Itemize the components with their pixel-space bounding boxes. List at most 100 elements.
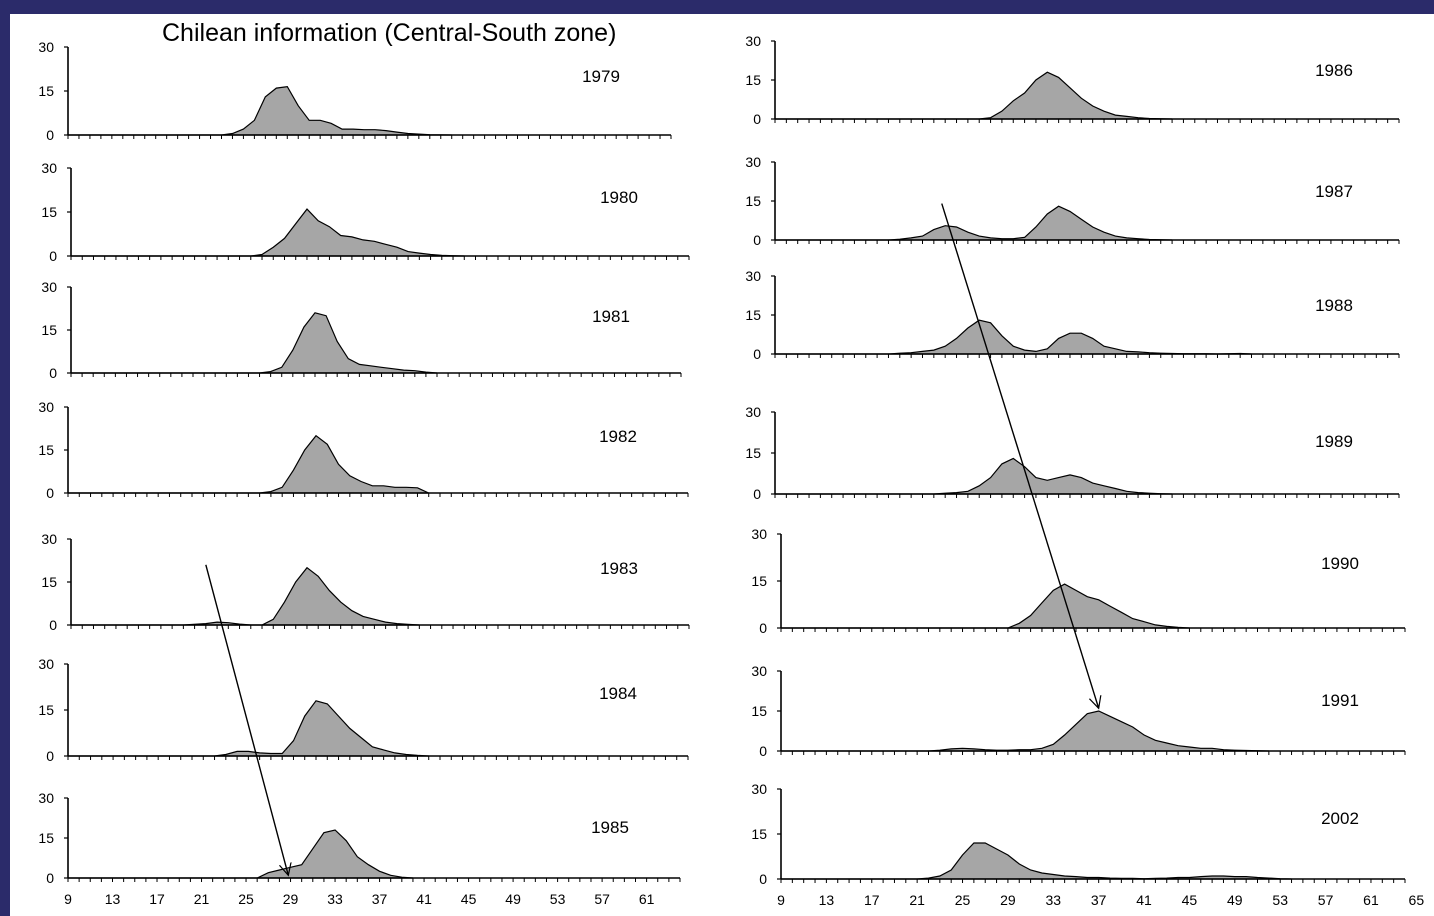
- x-tick-label: 21: [194, 891, 210, 907]
- panel-1991: 0 15 30 1991: [751, 663, 1406, 759]
- x-tick-label: 65: [1409, 892, 1425, 908]
- x-tick-label: 57: [594, 891, 610, 907]
- panel-year-label: 1991: [1321, 691, 1359, 710]
- x-tick-label: 53: [1272, 892, 1288, 908]
- y-tick-label: 15: [41, 204, 57, 220]
- y-tick-label: 15: [38, 442, 54, 458]
- x-tick-label: 37: [372, 891, 388, 907]
- y-tick-label: 15: [41, 574, 57, 590]
- x-tick-label: 49: [1227, 892, 1243, 908]
- panel-1985: 0 15 30 1985: [38, 790, 681, 886]
- area-series-1982: [68, 434, 429, 494]
- area-series-1988: [775, 319, 1252, 355]
- y-tick-label: 30: [41, 160, 57, 176]
- cohort-arrow: [205, 564, 288, 876]
- panel-year-label: 2002: [1321, 809, 1359, 828]
- x-tick-label: 33: [327, 891, 343, 907]
- x-tick-label: 13: [819, 892, 835, 908]
- panel-year-label: 1985: [591, 818, 629, 837]
- x-tick-label: 25: [238, 891, 254, 907]
- area-series-1987: [775, 205, 1173, 241]
- y-tick-label: 30: [745, 154, 761, 170]
- panel-year-label: 1979: [582, 67, 620, 86]
- x-tick-label: 61: [1363, 892, 1379, 908]
- y-tick-label: 30: [751, 526, 767, 542]
- y-tick-label: 15: [751, 573, 767, 589]
- panel-year-label: 1990: [1321, 554, 1359, 573]
- y-tick-label: 30: [745, 268, 761, 284]
- panel-year-label: 1983: [600, 559, 638, 578]
- x-tick-label: 21: [909, 892, 925, 908]
- y-tick-label: 15: [751, 826, 767, 842]
- x-tick-label: 17: [864, 892, 880, 908]
- area-series-1984: [68, 700, 429, 757]
- area-series-1981: [71, 312, 438, 374]
- x-tick-label: 37: [1091, 892, 1107, 908]
- y-tick-label: 15: [745, 193, 761, 209]
- x-tick-label: 41: [416, 891, 432, 907]
- x-tick-label: 25: [955, 892, 971, 908]
- y-tick-label: 0: [49, 248, 57, 264]
- panel-1980: 0 15 30 1980: [41, 160, 690, 264]
- panel-year-label: 1982: [599, 427, 637, 446]
- y-tick-label: 30: [38, 39, 54, 55]
- x-tick-label: 61: [639, 891, 655, 907]
- x-tick-label: 45: [1182, 892, 1198, 908]
- area-series-1989: [775, 457, 1173, 495]
- panel-year-label: 1984: [599, 684, 637, 703]
- x-tick-label: 17: [149, 891, 165, 907]
- y-tick-label: 15: [41, 322, 57, 338]
- y-tick-label: 0: [753, 346, 761, 362]
- y-tick-label: 0: [46, 870, 54, 886]
- panel-1986: 0 15 30 1986: [745, 33, 1400, 127]
- y-tick-label: 15: [38, 702, 54, 718]
- y-tick-label: 30: [745, 404, 761, 420]
- y-tick-label: 15: [745, 445, 761, 461]
- x-tick-label: 57: [1318, 892, 1334, 908]
- x-tick-label: 29: [283, 891, 299, 907]
- y-tick-label: 0: [46, 485, 54, 501]
- panel-1984: 0 15 30 1984: [38, 656, 689, 764]
- chart-frame: Chilean information (Central-South zone)…: [10, 14, 1434, 916]
- area-series-1986: [775, 71, 1173, 120]
- x-tick-label: 29: [1000, 892, 1016, 908]
- y-tick-label: 0: [49, 617, 57, 633]
- y-tick-label: 15: [751, 703, 767, 719]
- panel-1979: 0 15 30 1979: [38, 39, 672, 143]
- y-tick-label: 15: [38, 830, 54, 846]
- x-tick-label: 41: [1136, 892, 1152, 908]
- x-tick-label: 33: [1046, 892, 1062, 908]
- x-tick-label: 9: [777, 892, 785, 908]
- y-tick-label: 30: [745, 33, 761, 49]
- x-tick-label: 53: [550, 891, 566, 907]
- cohort-arrows: [205, 203, 1099, 876]
- panel-1983: 0 15 30 1983: [41, 531, 690, 633]
- chart-title: Chilean information (Central-South zone): [162, 19, 616, 47]
- y-tick-label: 30: [41, 531, 57, 547]
- y-tick-label: 30: [751, 781, 767, 797]
- area-series-1979: [68, 85, 452, 136]
- panel-2002: 0 15 30 2002: [751, 781, 1406, 887]
- y-tick-label: 30: [38, 790, 54, 806]
- x-tick-label: 45: [461, 891, 477, 907]
- area-series-1991: [781, 710, 1269, 752]
- panel-year-label: 1980: [600, 188, 638, 207]
- x-tick-label: 9: [64, 891, 72, 907]
- y-tick-label: 0: [753, 486, 761, 502]
- y-tick-label: 15: [38, 83, 54, 99]
- chart-panels: 0 15 30 1979 0 15 30 1980 0 15 30 1981 0 15 30 1982 0 15 3…: [38, 33, 1424, 908]
- panel-1988: 0 15 30 1988: [745, 268, 1400, 362]
- cohort-arrow: [941, 203, 1099, 709]
- y-tick-label: 15: [745, 307, 761, 323]
- y-tick-label: 0: [759, 743, 767, 759]
- y-tick-label: 0: [759, 871, 767, 887]
- area-series-2002: [781, 842, 1292, 880]
- y-tick-label: 0: [753, 232, 761, 248]
- y-tick-label: 0: [46, 127, 54, 143]
- panel-year-label: 1988: [1315, 296, 1353, 315]
- panel-1987: 0 15 30 1987: [745, 154, 1400, 248]
- panel-year-label: 1981: [592, 307, 630, 326]
- y-tick-label: 30: [41, 279, 57, 295]
- panel-year-label: 1987: [1315, 182, 1353, 201]
- y-tick-label: 30: [751, 663, 767, 679]
